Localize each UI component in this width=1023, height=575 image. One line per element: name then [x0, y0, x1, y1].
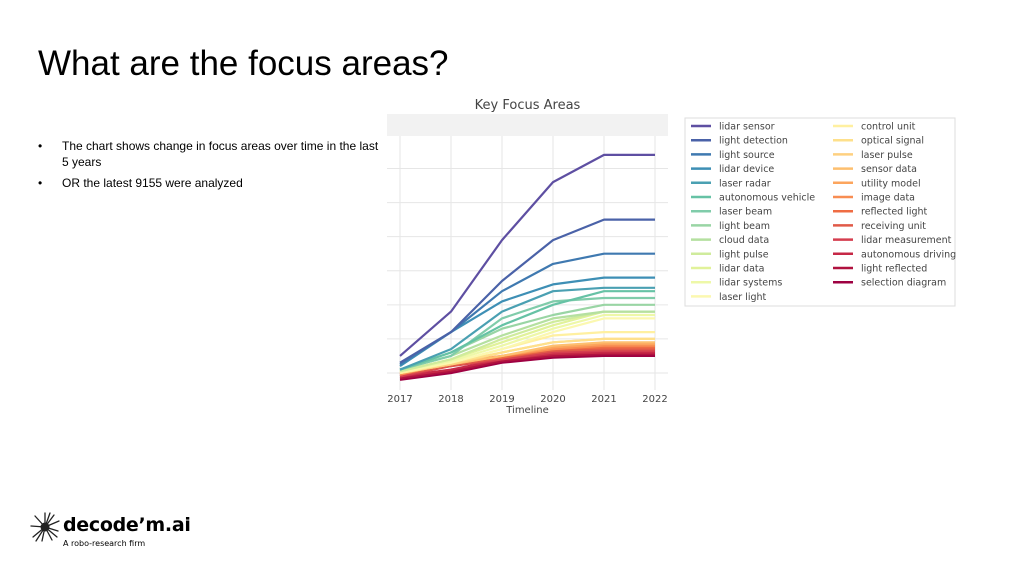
x-tick-label: 2018	[438, 394, 463, 405]
series-line	[399, 286, 655, 371]
chart-title: Key Focus Areas	[475, 98, 581, 113]
logo-tagline: A robo-research firm	[63, 539, 146, 548]
company-logo: decode’m.ai A robo-research firm	[30, 508, 210, 552]
x-tick-label: 2021	[591, 394, 616, 405]
legend-label: lidar sensor	[719, 122, 775, 133]
x-tick-label: 2017	[387, 394, 412, 405]
plot-header-band	[387, 114, 668, 136]
x-tick-label: 2020	[540, 394, 565, 405]
legend-label: autonomous driving	[861, 249, 956, 260]
legend-label: laser radar	[719, 178, 771, 189]
bullet-dot: •	[38, 176, 43, 190]
legend-label: light beam	[719, 221, 770, 232]
bullet-text: OR the latest 9155 were analyzed	[62, 176, 243, 190]
series-line	[399, 153, 655, 357]
legend-label: laser beam	[719, 207, 772, 218]
bullet-text: The chart shows change in focus areas ov…	[62, 139, 379, 169]
bullet-item: • OR the latest 9155 were analyzed	[38, 175, 383, 191]
legend-label: sensor data	[861, 164, 917, 175]
legend-label: cloud data	[719, 235, 769, 246]
legend-label: receiving unit	[861, 221, 926, 232]
legend-label: image data	[861, 193, 915, 204]
legend-label: light reflected	[861, 264, 927, 275]
legend-label: light pulse	[719, 249, 769, 260]
series-line	[399, 313, 655, 373]
series-line	[399, 296, 655, 371]
series-line	[399, 354, 655, 381]
legend-label: light detection	[719, 136, 788, 147]
legend-label: utility model	[861, 178, 921, 189]
legend-label: laser pulse	[861, 150, 913, 161]
bullet-dot: •	[38, 139, 43, 153]
series-line	[399, 218, 655, 364]
series-line	[399, 290, 655, 371]
legend-label: control unit	[861, 122, 916, 133]
legend-label: reflected light	[861, 207, 928, 218]
x-tick-label: 2022	[642, 394, 667, 405]
focus-areas-chart: Key Focus Areas 2017 2018 2019 2020 2021 2022 T…	[387, 98, 956, 416]
bullet-list: • The chart shows change in focus areas o…	[38, 138, 383, 196]
legend-label: selection diagram	[861, 278, 946, 289]
series-line	[399, 353, 655, 380]
x-tick-label: 2019	[489, 394, 514, 405]
legend-label: optical signal	[861, 136, 924, 147]
legend-label: light source	[719, 150, 775, 161]
bullet-item: • The chart shows change in focus areas o…	[38, 138, 383, 170]
legend-label: lidar device	[719, 164, 774, 175]
legend-box	[684, 117, 956, 307]
series-line	[399, 317, 655, 373]
legend-label: lidar systems	[719, 278, 782, 289]
legend-label: autonomous vehicle	[719, 193, 815, 204]
slide-title: What are the focus areas?	[38, 44, 449, 83]
x-axis-label: Timeline	[505, 405, 549, 416]
legend-label: lidar measurement	[861, 235, 952, 246]
legend-label: laser light	[719, 292, 767, 303]
logo-brand-text: decode’m.ai	[63, 514, 191, 536]
legend-label: lidar data	[719, 264, 764, 275]
logo-burst-icon	[30, 512, 60, 542]
